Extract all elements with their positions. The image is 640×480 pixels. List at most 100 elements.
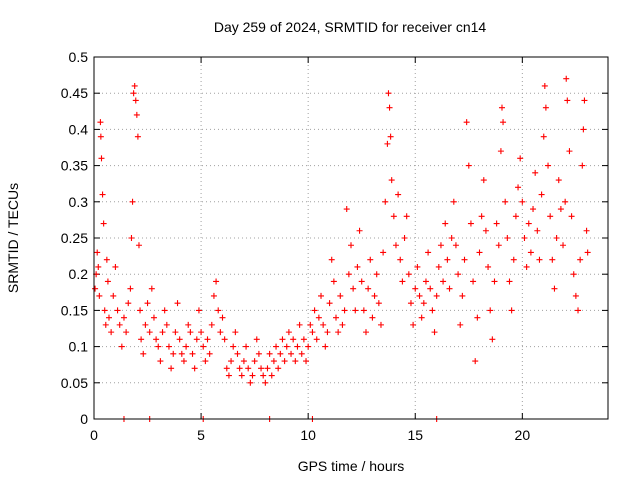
- data-point: [371, 292, 378, 299]
- data-point: [416, 292, 423, 299]
- data-point: [98, 155, 105, 162]
- plot-frame: [93, 56, 609, 420]
- data-point: [228, 358, 235, 365]
- data-point: [557, 206, 564, 213]
- data-point: [92, 285, 99, 292]
- data-point: [202, 358, 209, 365]
- data-point: [253, 336, 260, 343]
- data-point: [307, 321, 314, 328]
- data-point: [435, 263, 442, 270]
- data-point: [542, 104, 549, 111]
- data-point: [159, 329, 166, 336]
- y-tick-label: 0.1: [69, 339, 89, 355]
- data-point: [553, 235, 560, 241]
- data-point: [191, 365, 198, 372]
- data-point: [497, 148, 504, 155]
- data-point: [515, 184, 522, 191]
- data-point: [536, 256, 543, 263]
- data-point: [427, 285, 434, 292]
- data-point: [105, 314, 112, 321]
- data-point: [367, 256, 374, 263]
- data-point: [386, 104, 393, 111]
- data-point: [292, 358, 299, 365]
- data-point: [326, 300, 333, 307]
- data-point: [362, 329, 369, 336]
- data-point: [345, 271, 352, 278]
- data-point: [208, 321, 215, 328]
- data-point: [178, 350, 185, 357]
- data-point: [281, 358, 288, 365]
- x-axis-label: GPS time / hours: [298, 458, 405, 474]
- data-point: [467, 220, 474, 227]
- data-point: [210, 292, 217, 299]
- data-point: [348, 242, 354, 249]
- data-point: [195, 307, 202, 314]
- data-point: [547, 213, 554, 220]
- data-point: [104, 278, 111, 285]
- data-point: [375, 300, 382, 307]
- data-point: [279, 336, 286, 343]
- data-point: [463, 119, 470, 126]
- data-point: [258, 365, 265, 372]
- data-point: [313, 336, 320, 343]
- data-point: [508, 307, 515, 314]
- data-point: [401, 235, 408, 241]
- data-point: [131, 82, 138, 89]
- data-point: [95, 263, 102, 270]
- data-point: [510, 256, 517, 263]
- data-point: [245, 365, 252, 372]
- data-point: [350, 285, 357, 292]
- data-point: [512, 213, 519, 220]
- data-point: [324, 329, 331, 336]
- data-point: [575, 307, 582, 314]
- data-point: [236, 365, 243, 372]
- data-point: [270, 358, 277, 365]
- data-point: [412, 285, 419, 292]
- data-point: [385, 90, 392, 97]
- data-point: [204, 336, 211, 343]
- data-point: [251, 358, 258, 365]
- data-point: [144, 300, 151, 307]
- data-point: [130, 90, 137, 97]
- data-point: [193, 336, 200, 343]
- y-tick-label: 0.3: [69, 194, 89, 210]
- data-point: [433, 292, 440, 299]
- data-point: [418, 314, 425, 321]
- data-point: [395, 191, 402, 198]
- data-point: [170, 350, 177, 357]
- data-point: [356, 227, 363, 234]
- data-point: [525, 220, 532, 227]
- data-point: [165, 343, 172, 350]
- data-point: [320, 321, 327, 328]
- data-point: [180, 358, 187, 365]
- data-point: [478, 213, 485, 220]
- data-point: [285, 329, 292, 336]
- data-point: [163, 321, 170, 328]
- data-point: [277, 350, 284, 357]
- data-point: [343, 206, 350, 213]
- axis-ticks: 0 0.05 0.1 0.15 0.2 0.25 0.3 0.35 0.4 0.45 0.5 0 5 10…: [61, 49, 608, 443]
- data-point: [335, 329, 342, 336]
- data-point: [103, 256, 110, 263]
- data-point: [176, 336, 183, 343]
- data-point: [305, 343, 312, 350]
- data-point: [232, 329, 239, 336]
- data-point: [153, 336, 160, 343]
- data-point: [521, 235, 528, 241]
- data-point: [260, 372, 267, 379]
- data-point: [541, 82, 548, 89]
- data-point: [403, 213, 410, 220]
- data-point: [142, 321, 149, 328]
- data-point: [148, 285, 155, 292]
- data-point: [183, 343, 190, 350]
- data-point: [470, 278, 477, 285]
- data-point: [132, 97, 139, 104]
- y-tick-label: 0.45: [61, 85, 88, 101]
- data-point: [414, 263, 421, 270]
- data-point: [420, 300, 427, 307]
- data-point: [118, 343, 125, 350]
- data-point: [384, 140, 391, 147]
- data-point: [161, 307, 168, 314]
- data-point: [133, 111, 140, 118]
- data-point: [238, 372, 245, 379]
